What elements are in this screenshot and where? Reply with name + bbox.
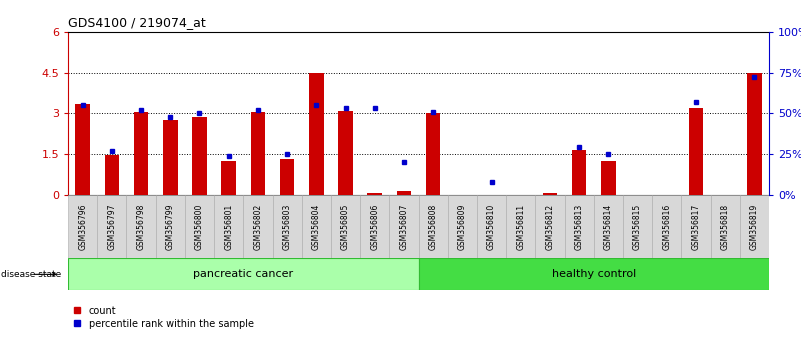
Bar [477, 195, 506, 258]
Bar [302, 195, 331, 258]
Bar [214, 195, 244, 258]
Bar [389, 195, 418, 258]
Bar [542, 193, 557, 195]
Text: GSM356817: GSM356817 [691, 204, 700, 250]
Text: GSM356797: GSM356797 [107, 203, 116, 250]
Bar [623, 195, 652, 258]
Bar [185, 195, 214, 258]
Text: GSM356798: GSM356798 [137, 203, 146, 250]
Bar [338, 110, 352, 195]
Bar [280, 159, 295, 195]
Bar [272, 195, 302, 258]
Legend: count, percentile rank within the sample: count, percentile rank within the sample [73, 306, 253, 329]
Text: GSM356811: GSM356811 [516, 204, 525, 250]
Text: GSM356813: GSM356813 [574, 204, 584, 250]
Bar [163, 120, 178, 195]
Text: GSM356808: GSM356808 [429, 204, 437, 250]
Bar [565, 195, 594, 258]
Bar [97, 195, 127, 258]
Bar [601, 161, 616, 195]
Text: GSM356807: GSM356807 [400, 203, 409, 250]
Bar [251, 112, 265, 195]
Text: GSM356803: GSM356803 [283, 203, 292, 250]
Bar [134, 112, 148, 195]
Text: GDS4100 / 219074_at: GDS4100 / 219074_at [68, 16, 206, 29]
Bar [418, 195, 448, 258]
Bar [75, 104, 90, 195]
Bar [710, 195, 740, 258]
Bar [331, 195, 360, 258]
Text: GSM356800: GSM356800 [195, 203, 204, 250]
Text: disease state: disease state [2, 270, 62, 279]
Bar [740, 195, 769, 258]
Text: GSM356812: GSM356812 [545, 204, 554, 250]
Text: GSM356816: GSM356816 [662, 204, 671, 250]
Text: GSM356796: GSM356796 [78, 203, 87, 250]
Bar [689, 108, 703, 195]
Bar [535, 195, 565, 258]
Text: GSM356804: GSM356804 [312, 203, 321, 250]
Text: GSM356818: GSM356818 [721, 204, 730, 250]
Bar [747, 73, 762, 195]
Text: pancreatic cancer: pancreatic cancer [193, 269, 293, 279]
Bar [68, 195, 97, 258]
Bar [418, 258, 769, 290]
Text: GSM356809: GSM356809 [458, 203, 467, 250]
Text: GSM356815: GSM356815 [633, 204, 642, 250]
Bar [127, 195, 155, 258]
Bar [155, 195, 185, 258]
Text: GSM356819: GSM356819 [750, 204, 759, 250]
Bar [68, 258, 418, 290]
Bar [594, 195, 623, 258]
Bar [244, 195, 272, 258]
Bar [221, 161, 236, 195]
Text: GSM356805: GSM356805 [341, 203, 350, 250]
Text: healthy control: healthy control [552, 269, 636, 279]
Bar [506, 195, 535, 258]
Bar [192, 118, 207, 195]
Bar [426, 113, 441, 195]
Bar [448, 195, 477, 258]
Bar [682, 195, 710, 258]
Text: GSM356810: GSM356810 [487, 204, 496, 250]
Bar [309, 73, 324, 195]
Bar [105, 155, 119, 195]
Text: GSM356799: GSM356799 [166, 203, 175, 250]
Bar [368, 193, 382, 195]
Text: GSM356814: GSM356814 [604, 204, 613, 250]
Bar [652, 195, 682, 258]
Bar [360, 195, 389, 258]
Text: GSM356802: GSM356802 [253, 204, 263, 250]
Text: GSM356801: GSM356801 [224, 204, 233, 250]
Bar [396, 190, 411, 195]
Text: GSM356806: GSM356806 [370, 203, 379, 250]
Bar [572, 150, 586, 195]
